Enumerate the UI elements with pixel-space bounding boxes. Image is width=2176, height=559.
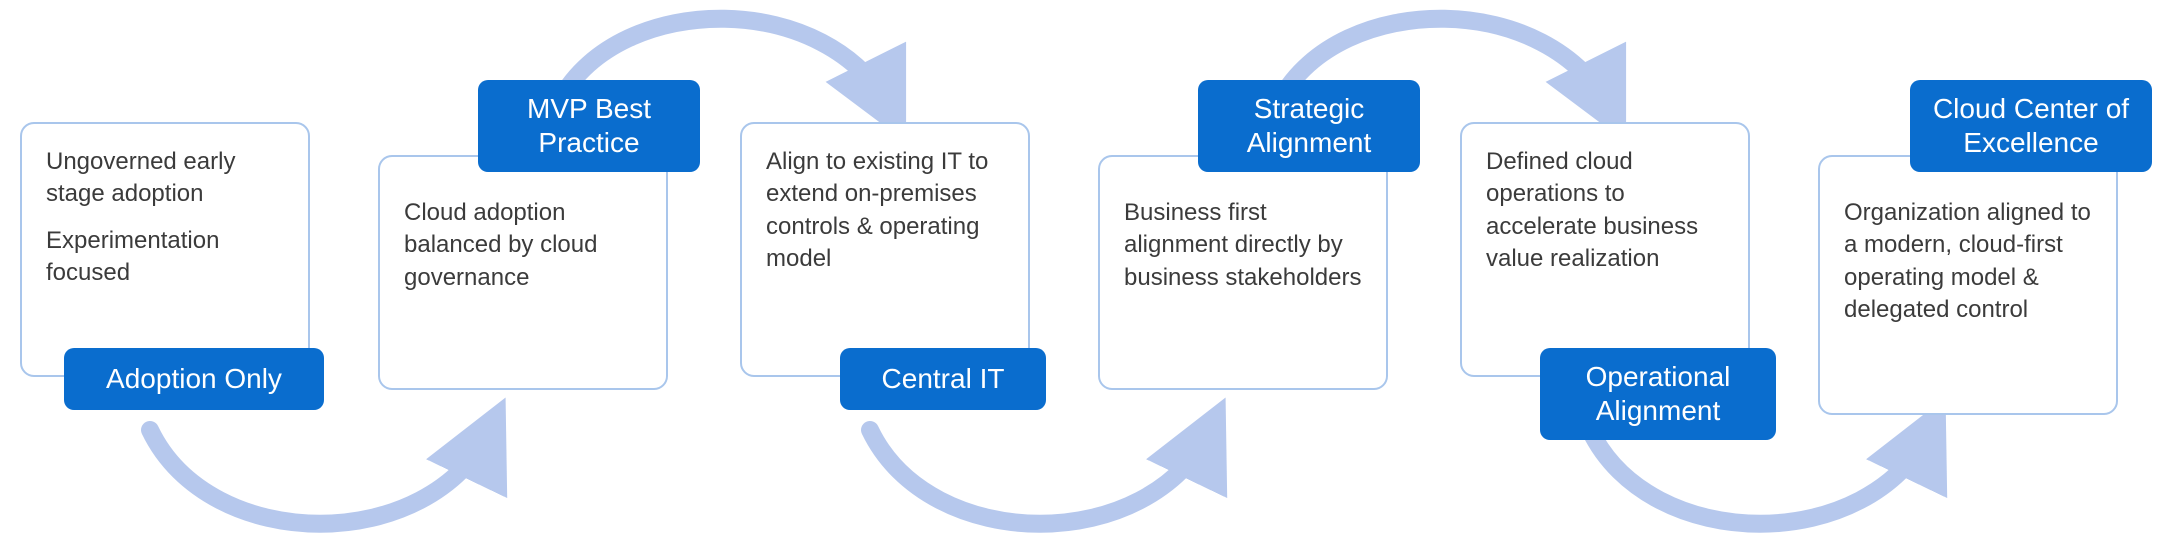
card-cloud-center-of-excellence: Organization aligned to a modern, cloud-…	[1818, 155, 2118, 415]
badge-strategic-alignment: Strategic Alignment	[1198, 80, 1420, 172]
badge-label: Strategic Alignment	[1216, 92, 1402, 159]
badge-operational-alignment: Operational Alignment	[1540, 348, 1776, 440]
card-text: Defined cloud operations to accelerate b…	[1486, 146, 1724, 276]
arrow-1-bottom	[150, 430, 490, 524]
badge-label: Central IT	[882, 362, 1005, 396]
badge-label: Cloud Center of Excellence	[1928, 92, 2134, 159]
card-text: Experimentation focused	[46, 225, 284, 290]
card-central-it: Align to existing IT to extend on-premis…	[740, 122, 1030, 377]
arrow-3-bottom	[870, 430, 1210, 524]
card-text: Cloud adoption balanced by cloud governa…	[404, 197, 642, 294]
badge-cloud-center-of-excellence: Cloud Center of Excellence	[1910, 80, 2152, 172]
card-strategic-alignment: Business first alignment directly by bus…	[1098, 155, 1388, 390]
card-text: Business first alignment directly by bus…	[1124, 197, 1362, 294]
badge-mvp-best-practice: MVP Best Practice	[478, 80, 700, 172]
card-text: Align to existing IT to extend on-premis…	[766, 146, 1004, 276]
badge-label: Adoption Only	[106, 362, 282, 396]
badge-central-it: Central IT	[840, 348, 1046, 410]
card-text: Ungoverned early stage adoption	[46, 146, 284, 211]
arrow-5-bottom	[1590, 430, 1930, 524]
badge-adoption-only: Adoption Only	[64, 348, 324, 410]
badge-label: MVP Best Practice	[496, 92, 682, 159]
card-mvp-best-practice: Cloud adoption balanced by cloud governa…	[378, 155, 668, 390]
card-text: Organization aligned to a modern, cloud-…	[1844, 197, 2092, 327]
badge-label: Operational Alignment	[1558, 360, 1758, 427]
card-operational-alignment: Defined cloud operations to accelerate b…	[1460, 122, 1750, 377]
maturity-flow-diagram: Ungoverned early stage adoption Experime…	[0, 0, 2176, 559]
card-adoption-only: Ungoverned early stage adoption Experime…	[20, 122, 310, 377]
